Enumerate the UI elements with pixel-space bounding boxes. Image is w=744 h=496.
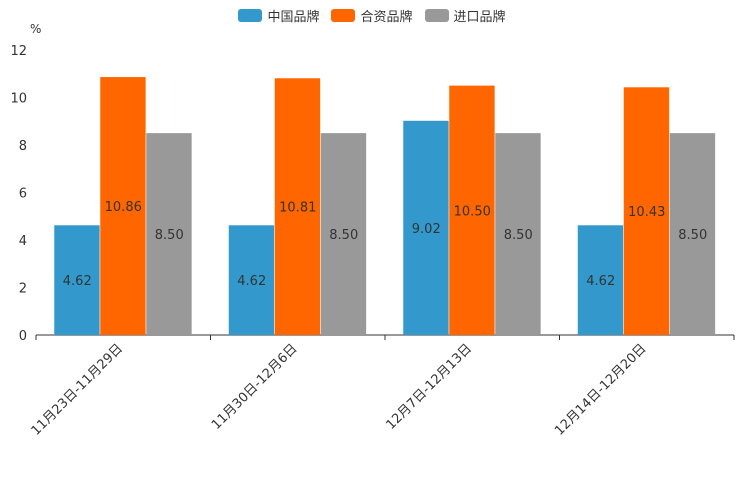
x-tick-label: 12月7日-12月13日 [383,341,475,433]
data-label: 8.50 [155,228,184,243]
y-tick-label: 6 [19,187,27,202]
legend-item-joint-venture-brand[interactable]: 合资品牌 [331,6,413,25]
legend-swatch-china-brand [238,9,263,22]
data-label: 8.50 [329,228,358,243]
data-label: 4.62 [237,274,266,289]
bar [495,133,541,335]
y-tick-label: 0 [19,329,27,344]
y-axis-unit: % [30,22,42,36]
legend: 中国品牌 合资品牌 进口品牌 [0,6,744,25]
data-label: 10.86 [105,200,142,215]
data-label: 8.50 [678,228,707,243]
bar [274,78,321,335]
legend-swatch-import-brand [424,9,449,22]
y-tick-label: 2 [19,282,27,297]
data-label: 9.02 [412,222,441,237]
x-tick-label: 11月30日-12月6日 [209,341,301,433]
legend-label-china-brand: 中国品牌 [267,10,320,25]
bar [320,133,367,335]
bar [54,225,100,335]
data-label: 10.50 [454,204,491,219]
legend-label-joint-venture-brand: 合资品牌 [360,10,413,25]
data-label: 4.62 [63,274,92,289]
y-tick-label: 4 [19,234,27,249]
bar [228,225,275,335]
legend-swatch-joint-venture-brand [331,9,356,22]
bar [577,225,624,335]
y-tick-label: 10 [10,92,27,107]
data-label: 4.62 [586,274,615,289]
bar [100,77,146,335]
y-tick-label: 8 [19,139,27,154]
legend-label-import-brand: 进口品牌 [453,10,506,25]
bar [623,87,670,335]
legend-item-china-brand[interactable]: 中国品牌 [238,6,319,25]
y-tick-label: 12 [10,44,27,59]
bar [669,133,716,335]
bar [403,120,449,336]
data-label: 8.50 [504,228,533,243]
x-tick-label: 11月23日-11月29日 [29,341,126,438]
legend-item-import-brand[interactable]: 进口品牌 [424,6,506,25]
data-label: 10.43 [628,205,665,220]
x-tick-label: 12月14日-12月20日 [552,341,649,438]
bar [146,133,192,335]
data-label: 10.81 [279,201,316,216]
bar [449,85,495,335]
